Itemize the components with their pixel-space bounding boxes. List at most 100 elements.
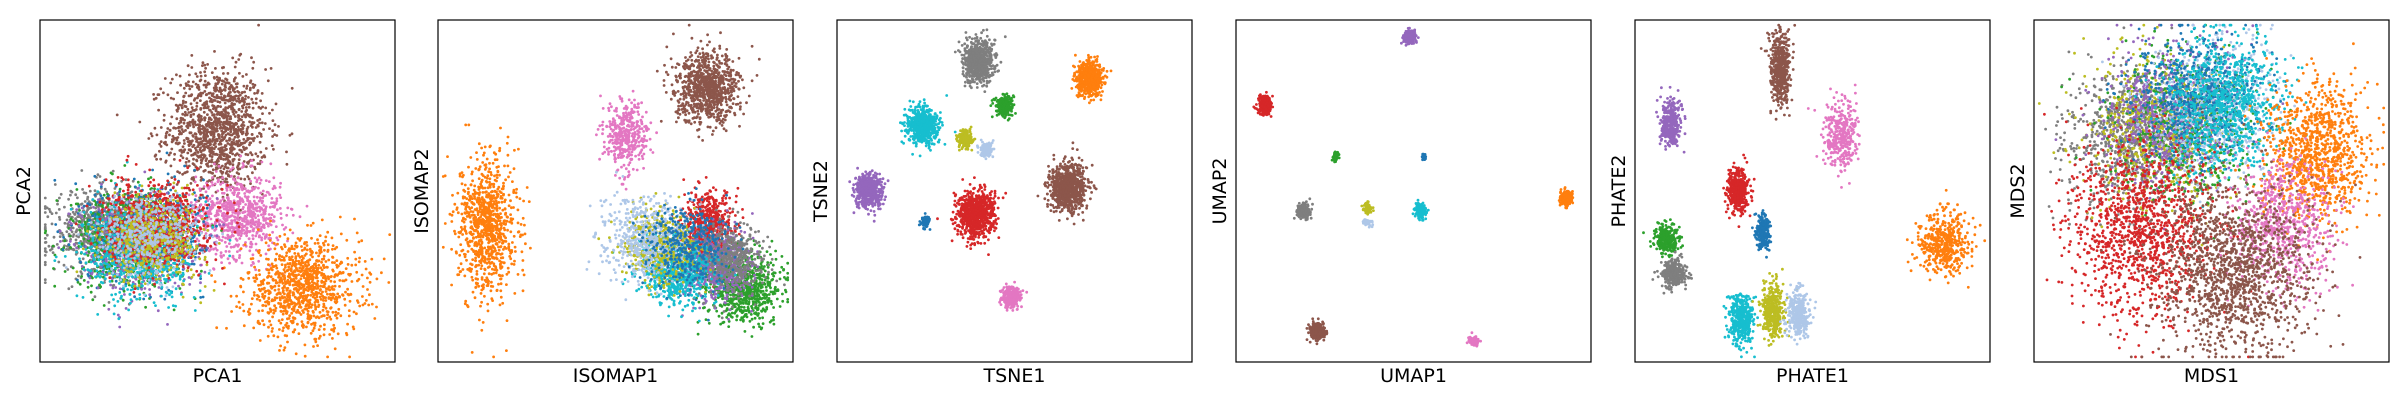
scatter-point xyxy=(256,154,260,158)
scatter-point xyxy=(219,90,223,94)
scatter-point xyxy=(338,295,341,299)
scatter-point xyxy=(58,235,62,239)
scatter-point xyxy=(295,266,298,270)
scatter-point xyxy=(199,91,203,95)
scatter-point xyxy=(368,293,371,297)
scatter-point xyxy=(311,273,314,277)
scatter-point xyxy=(90,284,93,288)
scatter-point xyxy=(188,87,192,91)
scatter-point xyxy=(234,60,238,64)
scatter-point xyxy=(258,339,262,342)
scatter-point xyxy=(211,104,215,107)
scatter-point xyxy=(341,279,345,283)
scatter-point xyxy=(221,66,224,70)
scatter-point xyxy=(230,174,233,178)
scatter-point xyxy=(330,328,333,332)
scatter-point xyxy=(102,193,106,197)
scatter-point xyxy=(237,172,241,176)
scatter-point xyxy=(203,90,207,93)
scatter-point xyxy=(307,278,311,281)
scatter-point xyxy=(257,321,261,325)
scatter-point xyxy=(43,247,47,251)
scatter-point xyxy=(166,172,170,176)
scatter-point xyxy=(185,84,188,87)
scatter-point xyxy=(229,133,233,137)
scatter-point xyxy=(311,295,315,299)
scatter-point xyxy=(213,116,216,119)
scatter-point xyxy=(43,263,47,267)
scatter-point xyxy=(266,79,270,83)
scatter-point xyxy=(236,131,240,135)
scatter-point xyxy=(78,282,82,286)
scatter-point xyxy=(308,285,312,289)
scatter-point xyxy=(237,207,240,211)
scatter-point xyxy=(226,142,230,145)
scatter-point xyxy=(193,151,197,155)
scatter-point xyxy=(252,60,256,64)
scatter-point xyxy=(309,224,313,227)
scatter-point xyxy=(263,212,267,216)
scatter-point xyxy=(190,120,194,124)
scatter-point xyxy=(202,144,206,148)
scatter-point xyxy=(206,105,210,108)
scatter-point xyxy=(111,172,114,176)
scatter-point xyxy=(185,124,189,128)
scatter-point xyxy=(109,179,113,183)
scatter-point xyxy=(69,203,73,207)
scatter-point xyxy=(215,75,219,79)
scatter-point xyxy=(319,324,322,328)
scatter-point xyxy=(212,127,215,131)
scatter-point xyxy=(186,151,190,155)
scatter-point xyxy=(316,300,320,304)
scatter-point xyxy=(320,281,324,284)
scatter-point xyxy=(318,234,322,238)
scatter-point xyxy=(284,226,288,229)
scatter-point xyxy=(233,131,236,135)
scatter-point xyxy=(306,272,310,275)
scatter-point xyxy=(231,163,235,167)
scatter-point xyxy=(293,269,297,273)
scatter-point xyxy=(43,196,47,200)
scatter-point xyxy=(222,124,226,128)
scatter-point xyxy=(165,151,169,155)
scatter-point xyxy=(305,204,309,208)
scatter-point xyxy=(81,188,84,191)
scatter-point xyxy=(201,295,205,299)
scatter-point xyxy=(314,316,318,319)
scatter-point xyxy=(229,90,232,94)
scatter-point xyxy=(231,158,235,162)
scatter-point xyxy=(194,132,198,136)
scatter-point xyxy=(313,242,317,245)
scatter-point xyxy=(240,185,243,188)
scatter-point xyxy=(279,321,283,325)
scatter-point xyxy=(233,218,237,222)
scatter-point xyxy=(330,275,333,278)
scatter-point xyxy=(300,259,304,263)
scatter-point xyxy=(229,245,233,249)
scatter-point xyxy=(246,175,250,178)
scatter-point xyxy=(195,85,199,89)
scatter-point xyxy=(294,241,298,245)
scatter-point xyxy=(264,179,268,183)
scatter-point xyxy=(333,273,337,277)
scatter-point xyxy=(281,329,285,333)
scatter-point xyxy=(193,198,197,202)
scatter-point xyxy=(344,290,347,294)
scatter-point xyxy=(298,255,302,259)
scatter-point xyxy=(312,311,315,314)
scatter-point xyxy=(274,225,278,229)
scatter-point xyxy=(293,316,296,320)
scatter-point xyxy=(311,221,315,225)
scatter-point xyxy=(324,299,328,302)
scatter-point xyxy=(170,176,174,180)
scatter-point xyxy=(251,234,255,237)
scatter-point xyxy=(254,97,258,101)
scatter-point xyxy=(75,228,79,232)
scatter-point xyxy=(217,133,220,136)
scatter-point xyxy=(245,227,249,231)
scatter-point xyxy=(320,268,324,272)
scatter-point xyxy=(264,235,268,239)
scatter-point xyxy=(267,248,270,252)
scatter-point xyxy=(329,297,333,301)
scatter-point xyxy=(286,206,290,210)
